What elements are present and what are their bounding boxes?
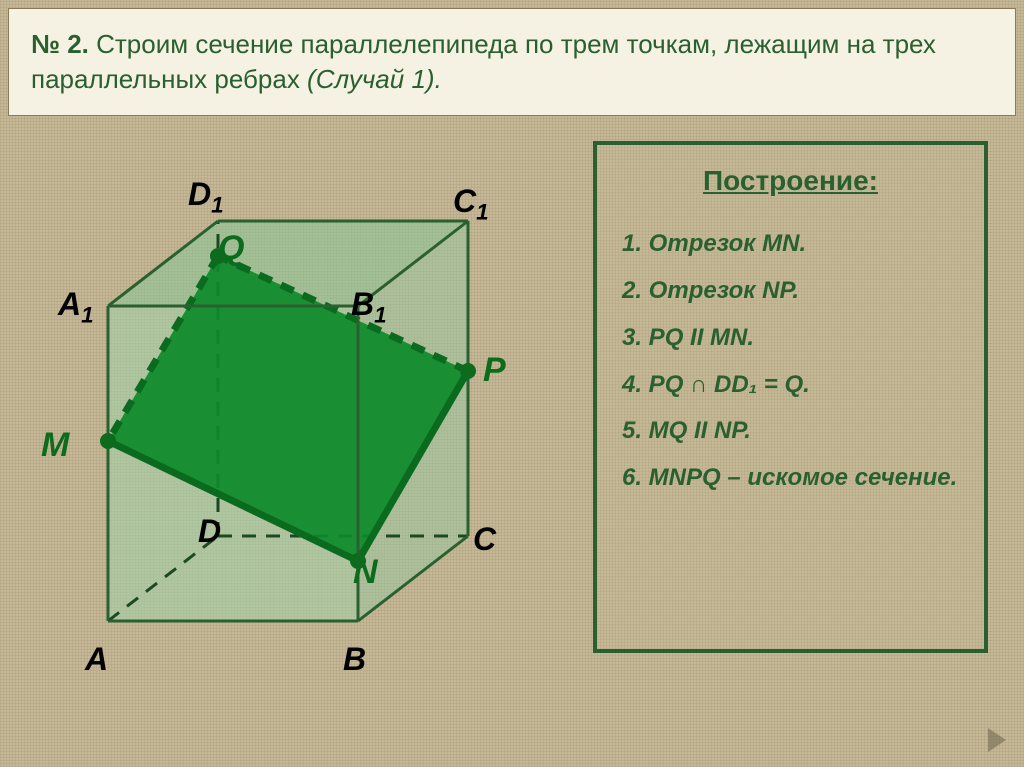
content-area: A B C D A1 B1 C1 D1 M N P Q Построение: …	[8, 141, 1016, 701]
step-2: 2. Отрезок NP.	[622, 268, 959, 315]
point-P	[460, 363, 476, 379]
slide-background: № 2. Строим сечение параллелепипеда по т…	[0, 0, 1024, 767]
label-P: P	[483, 351, 506, 390]
step-5: 5. MQ II NP.	[622, 408, 959, 455]
label-A: A	[85, 641, 108, 678]
title-box: № 2. Строим сечение параллелепипеда по т…	[8, 8, 1016, 116]
title-number: № 2.	[31, 29, 89, 59]
construction-box: Построение: 1. Отрезок MN. 2. Отрезок NP…	[593, 141, 988, 653]
title-main: Строим сечение параллелепипеда по трем т…	[31, 29, 936, 94]
step-1: 1. Отрезок MN.	[622, 221, 959, 268]
point-M	[100, 433, 116, 449]
next-slide-arrow[interactable]	[988, 728, 1006, 752]
label-A1: A1	[58, 286, 94, 328]
label-D1: D1	[188, 176, 224, 218]
title-case: (Случай 1).	[307, 64, 442, 94]
step-4: 4. PQ ∩ DD₁ = Q.	[622, 362, 959, 409]
label-C1: C1	[453, 183, 489, 225]
label-D: D	[198, 513, 221, 550]
label-N: N	[353, 553, 378, 592]
label-B: B	[343, 641, 366, 678]
label-Q: Q	[218, 229, 244, 268]
title-text: № 2. Строим сечение параллелепипеда по т…	[31, 27, 993, 97]
step-3: 3. PQ II MN.	[622, 315, 959, 362]
label-C: C	[473, 521, 496, 558]
construction-heading: Построение:	[622, 165, 959, 197]
label-M: M	[41, 426, 69, 465]
diagram-area: A B C D A1 B1 C1 D1 M N P Q	[23, 141, 563, 701]
step-6: 6. MNPQ – искомое сечение.	[622, 455, 959, 502]
label-B1: B1	[351, 286, 387, 328]
